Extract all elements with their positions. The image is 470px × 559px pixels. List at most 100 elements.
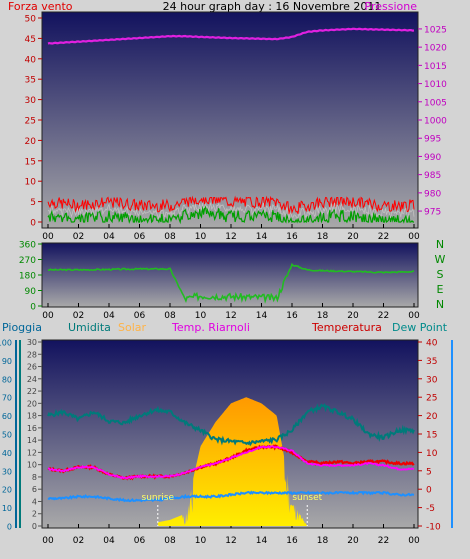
bottom-xtick-label: 18	[317, 536, 329, 546]
legend-temperatura: Temperatura	[311, 321, 382, 334]
heat-index-line	[47, 444, 415, 480]
sunrise-label: sunrise	[142, 493, 175, 503]
top-xtick-label: 00	[42, 232, 54, 242]
wind-ytick-label: 35	[25, 76, 36, 86]
wind-avg-line	[47, 204, 414, 225]
temp-ytick-label: 15	[426, 431, 437, 441]
mid-xtick-label: 20	[347, 311, 359, 321]
solar-ytick-label: 6	[32, 485, 37, 494]
axes-layer	[15, 17, 453, 528]
mid-xtick-label: 00	[408, 311, 420, 321]
pressure-ytick-label: 1020	[424, 44, 447, 54]
rain-ytick-label: 90	[2, 357, 12, 366]
direction-ytick-label: 0	[30, 303, 36, 313]
rain-ytick-label: 10	[2, 504, 12, 513]
legend-solar: Solar	[118, 321, 147, 334]
pressure-ytick-label: 990	[424, 153, 441, 163]
wind-ytick-label: 20	[25, 137, 37, 147]
wind-mid-line	[47, 202, 415, 221]
wind-axis-title: Forza vento	[8, 0, 73, 13]
compass-label: S	[437, 268, 444, 281]
mid-xtick-label: 08	[164, 311, 176, 321]
humidity-line	[47, 403, 415, 447]
compass-label: N	[436, 298, 444, 311]
pressure-line	[47, 27, 415, 45]
temp-ytick-label: 25	[426, 394, 437, 404]
pressure-ytick-label: 1025	[424, 25, 447, 35]
legend-heat-index: Temp. Riarnoli	[171, 321, 250, 334]
temp-ytick-label: 40	[426, 339, 438, 349]
top-xtick-label: 20	[347, 232, 359, 242]
wind-ytick-label: 50	[25, 15, 37, 25]
solar-ytick-label: 22	[27, 387, 37, 396]
legend-umidita: Umidita	[68, 321, 111, 334]
top-xtick-label: 22	[378, 232, 389, 242]
rain-ytick-label: 0	[7, 523, 12, 532]
legend-pioggia: Pioggia	[2, 321, 42, 334]
solar-ytick-label: 2	[32, 510, 37, 519]
temp-ytick-label: -10	[426, 523, 441, 533]
pressure-ytick-label: 1005	[424, 98, 447, 108]
mid-xtick-label: 00	[42, 311, 54, 321]
compass-label: N	[436, 238, 444, 251]
top-xtick-label: 08	[164, 232, 176, 242]
top-xtick-label: 18	[317, 232, 329, 242]
bottom-xtick-label: 04	[103, 536, 115, 546]
rain-ytick-label: 30	[2, 467, 12, 476]
rain-ytick-label: 40	[2, 449, 12, 458]
wind-ytick-label: 25	[25, 117, 36, 127]
solar-ytick-label: 0	[32, 522, 37, 531]
labels-layer: 0510152025303540455097598098599099510001…	[0, 15, 447, 547]
direction-ytick-label: 90	[25, 287, 37, 297]
temp-ytick-label: 5	[426, 467, 432, 477]
direction-ytick-label: 180	[19, 272, 36, 282]
rain-ytick-label: 60	[2, 412, 12, 421]
bottom-xtick-label: 00	[42, 536, 54, 546]
dew-point-line	[47, 490, 415, 503]
bottom-xtick-label: 12	[225, 536, 236, 546]
top-xtick-label: 16	[286, 232, 298, 242]
rain-ytick-label: 80	[2, 375, 12, 384]
wind-ytick-label: 45	[25, 35, 36, 45]
direction-line	[47, 262, 415, 304]
top-xtick-label: 12	[225, 232, 236, 242]
legend-dew-point: Dew Point	[392, 321, 448, 334]
solar-ytick-label: 12	[27, 448, 37, 457]
mid-xtick-label: 10	[195, 311, 207, 321]
temp-ytick-label: 0	[426, 486, 432, 496]
bottom-xtick-label: 14	[256, 536, 268, 546]
mid-xtick-label: 06	[134, 311, 146, 321]
top-xtick-label: 14	[256, 232, 268, 242]
pressure-ytick-label: 1015	[424, 62, 447, 72]
solar-ytick-label: 28	[27, 350, 37, 359]
top-xtick-label: 06	[134, 232, 146, 242]
rain-ytick-label: 50	[2, 431, 12, 440]
direction-ytick-label: 360	[19, 241, 36, 251]
chart-title: 24 hour graph day : 16 Novembre 2011	[163, 0, 382, 13]
pressure-ytick-label: 980	[424, 189, 441, 199]
bottom-xtick-label: 22	[378, 536, 389, 546]
solar-ytick-label: 14	[27, 436, 37, 445]
rain-ytick-label: 70	[2, 394, 12, 403]
data-layer	[47, 27, 415, 526]
direction-ytick-label: 270	[19, 256, 36, 266]
rain-ytick-label: 20	[2, 486, 12, 495]
temp-ytick-label: -5	[426, 504, 435, 514]
wind-ytick-label: 0	[30, 219, 36, 229]
temp-ytick-label: 20	[426, 412, 438, 422]
wind-ytick-label: 40	[25, 55, 37, 65]
wind-ytick-label: 15	[25, 157, 36, 167]
wind-gust-line	[47, 195, 415, 215]
compass-label: E	[437, 283, 444, 296]
mid-xtick-label: 22	[378, 311, 389, 321]
bottom-xtick-label: 02	[73, 536, 84, 546]
wind-ytick-label: 10	[25, 178, 37, 188]
sunset-label: sunset	[292, 493, 322, 503]
mid-xtick-label: 14	[256, 311, 268, 321]
top-xtick-label: 02	[73, 232, 84, 242]
wind-direction-panel	[41, 242, 419, 308]
pressure-ytick-label: 985	[424, 171, 441, 181]
